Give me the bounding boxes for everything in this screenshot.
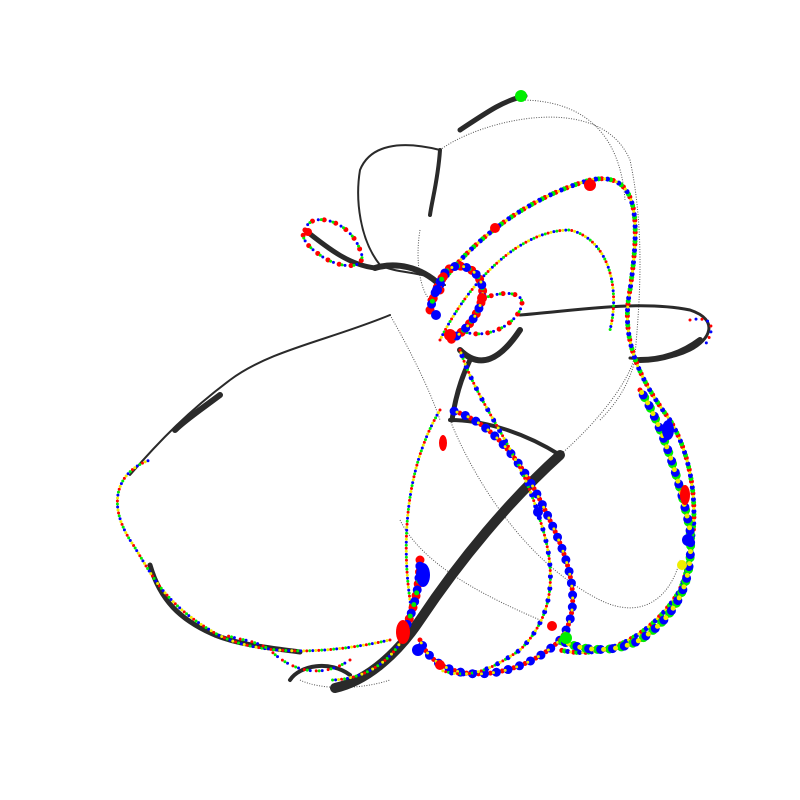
edge-dots bbox=[115, 458, 392, 653]
edge-dots bbox=[328, 408, 442, 682]
node bbox=[680, 485, 690, 505]
edge bbox=[449, 419, 681, 609]
edge bbox=[129, 314, 391, 476]
edge bbox=[357, 144, 446, 286]
dark-edges bbox=[129, 93, 711, 693]
edge-dots bbox=[115, 458, 392, 653]
node bbox=[477, 293, 487, 303]
edge-dots bbox=[115, 458, 392, 653]
edge bbox=[302, 227, 378, 271]
edge bbox=[599, 359, 636, 421]
node bbox=[584, 179, 596, 191]
edge bbox=[457, 93, 528, 133]
edge bbox=[288, 663, 352, 682]
edge bbox=[637, 337, 703, 363]
node bbox=[560, 632, 572, 644]
edge-dots bbox=[301, 218, 364, 268]
node bbox=[662, 420, 674, 440]
edge bbox=[439, 116, 641, 456]
edge bbox=[389, 314, 441, 421]
node bbox=[444, 329, 456, 341]
node bbox=[304, 228, 312, 236]
edge-dots bbox=[301, 218, 364, 268]
edge bbox=[428, 148, 442, 217]
node bbox=[439, 435, 447, 451]
node bbox=[547, 621, 557, 631]
edge bbox=[519, 99, 626, 201]
edge-dots bbox=[328, 408, 442, 682]
edge-dots bbox=[303, 220, 362, 266]
edge bbox=[457, 327, 523, 364]
edge bbox=[448, 418, 562, 457]
nodes bbox=[304, 90, 694, 670]
colored-edges bbox=[115, 179, 713, 682]
edge bbox=[330, 450, 565, 693]
edge bbox=[172, 392, 223, 433]
node bbox=[431, 310, 441, 320]
edge bbox=[417, 229, 431, 301]
node bbox=[515, 90, 527, 102]
edge-dots bbox=[328, 408, 442, 682]
edge bbox=[372, 262, 443, 288]
node bbox=[435, 660, 445, 670]
node bbox=[396, 620, 410, 644]
edge-dots bbox=[328, 408, 442, 682]
node bbox=[677, 560, 687, 570]
node bbox=[416, 563, 430, 587]
edge-dots bbox=[115, 458, 392, 653]
node bbox=[432, 285, 442, 295]
node bbox=[412, 644, 424, 656]
edge bbox=[147, 562, 303, 655]
node bbox=[490, 223, 500, 233]
node bbox=[533, 507, 543, 517]
node bbox=[682, 534, 694, 546]
